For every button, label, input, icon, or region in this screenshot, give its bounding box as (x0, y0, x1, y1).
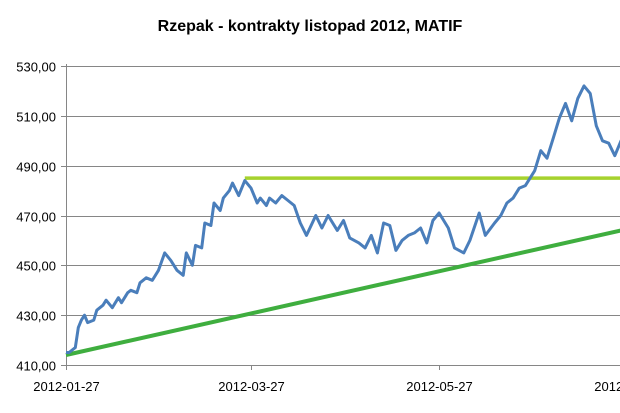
y-tick-label: 510,00 (16, 110, 56, 125)
y-tick-label: 530,00 (16, 60, 56, 75)
chart-title: Rzepak - kontrakty listopad 2012, MATIF (157, 18, 463, 35)
x-tick-label: 2012-07-27 (594, 379, 620, 394)
y-tick-label: 470,00 (16, 210, 56, 225)
y-tick-label: 430,00 (16, 309, 56, 324)
y-tick-label: 450,00 (16, 259, 56, 274)
y-tick-label: 410,00 (16, 359, 56, 374)
trend-line (65, 228, 620, 357)
price-line (66, 84, 620, 354)
x-tick-label: 2012-05-27 (406, 379, 473, 394)
x-tick-label: 2012-03-27 (218, 379, 285, 394)
y-tick-label: 490,00 (16, 160, 56, 175)
x-tick-label: 2012-01-27 (33, 379, 100, 394)
